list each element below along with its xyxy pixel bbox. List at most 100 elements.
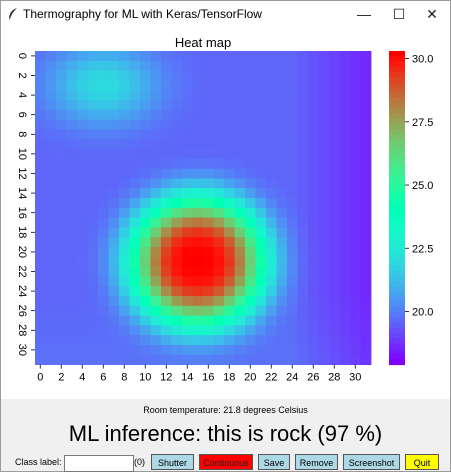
- heat-cell: [350, 61, 361, 71]
- colorbar-segment: [389, 333, 405, 339]
- heat-cell: [266, 316, 277, 326]
- heat-cell: [319, 61, 330, 71]
- colorbar-segment: [389, 161, 405, 167]
- heat-cell: [67, 218, 78, 228]
- heat-cell: [203, 247, 214, 257]
- shutter-button[interactable]: Shutter: [151, 454, 194, 470]
- colorbar-segment: [389, 129, 405, 135]
- heat-cell: [203, 355, 214, 365]
- heat-cell: [151, 188, 162, 198]
- screenshot-button[interactable]: Screenshot: [343, 454, 400, 470]
- heat-cell: [277, 178, 288, 188]
- heat-cell: [203, 306, 214, 316]
- heat-cell: [256, 169, 267, 179]
- heat-cell: [298, 169, 309, 179]
- heat-cell: [340, 149, 351, 159]
- minimize-button[interactable]: —: [347, 1, 381, 27]
- heat-cell: [256, 335, 267, 345]
- heat-cell: [182, 61, 193, 71]
- heat-cell: [361, 178, 372, 188]
- heat-cell: [77, 169, 88, 179]
- heat-cell: [140, 110, 151, 120]
- close-button[interactable]: ✕: [415, 1, 449, 27]
- heat-cell: [329, 208, 340, 218]
- heat-cell: [245, 296, 256, 306]
- heat-cell: [203, 208, 214, 218]
- heat-cell: [35, 227, 46, 237]
- quit-button[interactable]: Quit: [405, 454, 439, 470]
- heat-cell: [245, 61, 256, 71]
- heat-cell: [193, 355, 204, 365]
- colorbar-segment: [389, 302, 405, 308]
- heat-cell: [319, 247, 330, 257]
- heat-cell: [98, 316, 109, 326]
- heat-cell: [35, 316, 46, 326]
- heat-cell: [256, 306, 267, 316]
- heat-cell: [224, 247, 235, 257]
- window-title: Thermography for ML with Keras/TensorFlo…: [23, 7, 262, 21]
- heat-cell: [161, 149, 172, 159]
- heat-cell: [98, 208, 109, 218]
- heat-cell: [256, 316, 267, 326]
- heat-cell: [77, 267, 88, 277]
- heat-cell: [224, 178, 235, 188]
- colorbar-segment: [389, 197, 405, 203]
- heat-cell: [203, 198, 214, 208]
- y-tick-label: 26: [16, 305, 28, 317]
- heat-cell: [140, 61, 151, 71]
- heat-cell: [361, 257, 372, 267]
- colorbar-segment: [389, 349, 405, 355]
- heat-cell: [46, 139, 57, 149]
- maximize-button[interactable]: ☐: [382, 1, 416, 27]
- heat-cell: [88, 188, 99, 198]
- x-tick-label: 30: [349, 372, 361, 384]
- heat-cell: [98, 178, 109, 188]
- heat-cell: [340, 237, 351, 247]
- heat-cell: [46, 345, 57, 355]
- heat-cell: [277, 198, 288, 208]
- heat-cell: [119, 178, 130, 188]
- heat-cell: [67, 71, 78, 81]
- heat-cell: [350, 325, 361, 335]
- heat-map-title: Heat map: [175, 35, 231, 50]
- colorbar-segment: [389, 103, 405, 109]
- heat-cell: [56, 257, 67, 267]
- heat-cell: [182, 345, 193, 355]
- heat-cell: [161, 306, 172, 316]
- heat-cell: [329, 227, 340, 237]
- heat-cell: [46, 276, 57, 286]
- colorbar-segment: [389, 67, 405, 73]
- heat-cell: [319, 198, 330, 208]
- heat-cell: [77, 198, 88, 208]
- heat-cell: [214, 139, 225, 149]
- heat-cell: [319, 208, 330, 218]
- heat-cell: [98, 276, 109, 286]
- heat-cell: [130, 276, 141, 286]
- heat-cell: [298, 306, 309, 316]
- continuous-button[interactable]: Continuous: [199, 454, 253, 470]
- heat-cell: [308, 120, 319, 130]
- heat-cell: [109, 198, 120, 208]
- heat-cell: [203, 267, 214, 277]
- heat-cell: [140, 120, 151, 130]
- heat-cell: [203, 237, 214, 247]
- colorbar-segment: [389, 229, 405, 235]
- remove-button[interactable]: Remove: [295, 454, 338, 470]
- heat-cell: [161, 90, 172, 100]
- heat-cell: [56, 237, 67, 247]
- heat-cell: [119, 120, 130, 130]
- heat-cell: [77, 286, 88, 296]
- colorbar-segment: [389, 77, 405, 83]
- heat-cell: [203, 169, 214, 179]
- heat-cell: [277, 306, 288, 316]
- heat-cell: [329, 159, 340, 169]
- heat-cell: [67, 159, 78, 169]
- save-button[interactable]: Save: [258, 454, 290, 470]
- colorbar-segment: [389, 51, 405, 57]
- heat-cell: [329, 149, 340, 159]
- heat-cell: [308, 159, 319, 169]
- heat-cell: [35, 188, 46, 198]
- heat-cell: [77, 316, 88, 326]
- heat-cell: [235, 100, 246, 110]
- class-label-input[interactable]: [64, 455, 134, 472]
